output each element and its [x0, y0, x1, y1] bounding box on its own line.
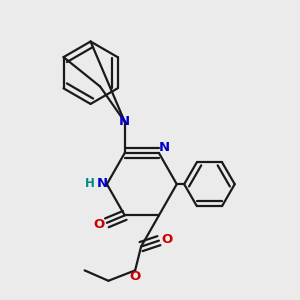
Text: N: N — [97, 177, 108, 190]
Text: H: H — [85, 177, 94, 190]
Text: N: N — [159, 141, 170, 154]
Text: O: O — [130, 270, 141, 283]
Text: O: O — [162, 233, 173, 246]
Text: O: O — [93, 218, 104, 231]
Text: N: N — [119, 115, 130, 128]
